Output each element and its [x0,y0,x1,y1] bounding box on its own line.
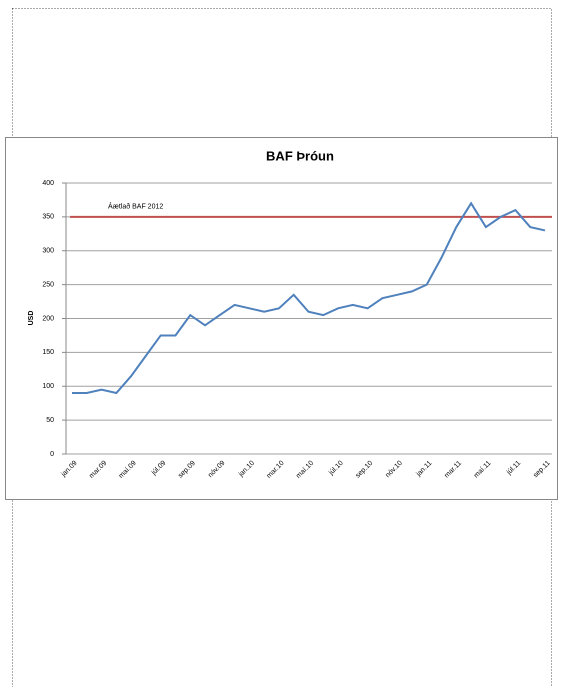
y-tick-label: 400 [42,180,54,187]
y-tick-label: 350 [42,214,54,221]
y-tick-label: 100 [42,383,54,390]
y-tick-label: 50 [46,417,54,424]
y-tick-label: 250 [42,281,54,288]
y-tick-label: 200 [42,315,54,322]
reference-label: Áætlað BAF 2012 [108,202,163,211]
y-tick-label: 150 [42,349,54,356]
y-tick-label: 0 [50,451,54,458]
chart-title: BAF Þróun [266,148,334,163]
data-line [72,201,546,395]
y-axis-label: USD [28,311,35,326]
y-tick-label: 300 [42,248,54,255]
